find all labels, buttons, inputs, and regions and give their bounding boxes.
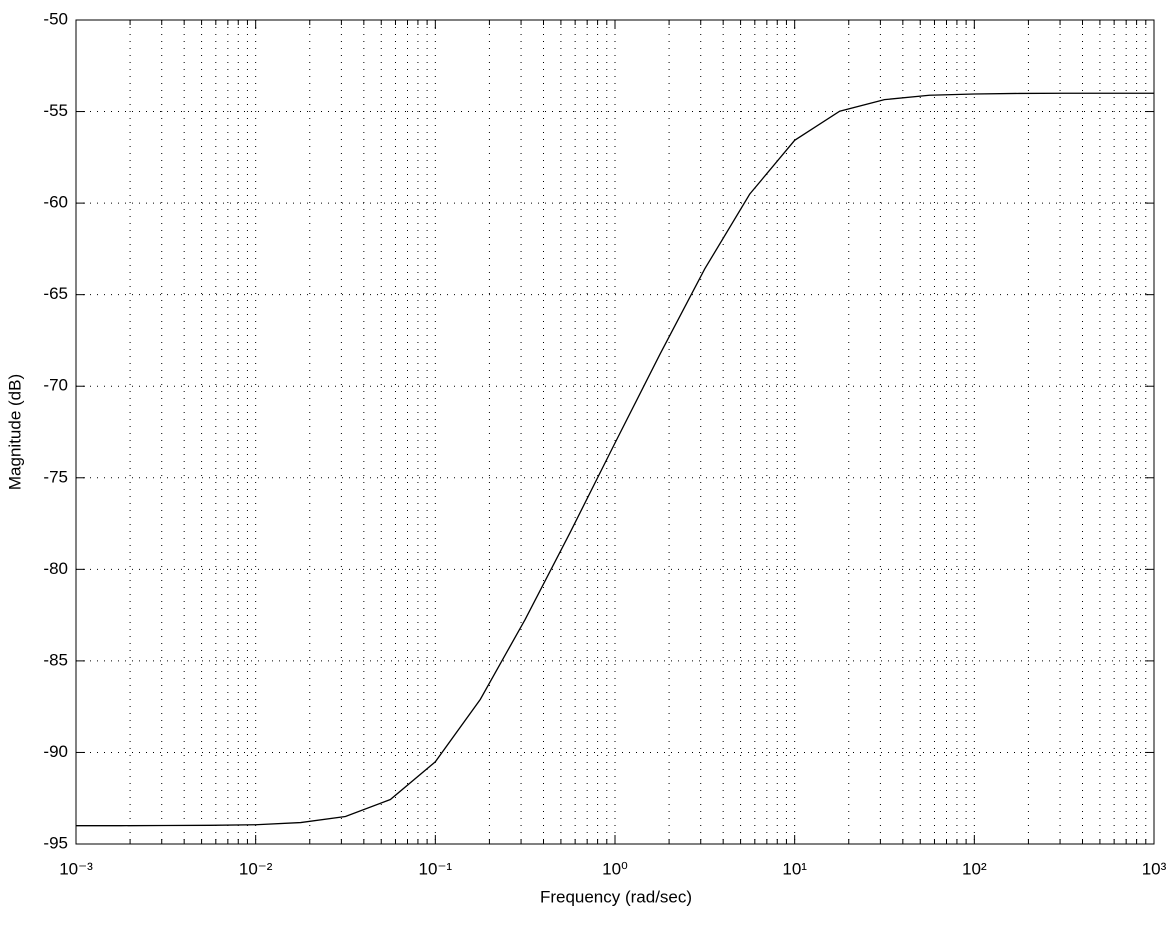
y-tick-label: -95 [43, 833, 68, 852]
x-tick-label: 10¹ [782, 859, 807, 878]
y-tick-label: -80 [43, 559, 68, 578]
x-tick-label: 10⁻³ [59, 859, 93, 878]
x-axis-title: Frequency (rad/sec) [540, 887, 692, 906]
x-tick-label: 10⁻² [239, 859, 273, 878]
y-tick-label: -50 [43, 9, 68, 28]
magnitude-line [76, 92, 1154, 827]
y-tick-label: -70 [43, 376, 68, 395]
y-axis-title: Magnitude (dB) [5, 374, 24, 490]
x-tick-label: 10⁻¹ [419, 859, 453, 878]
y-tick-label: -85 [43, 650, 68, 669]
x-tick-label: 10⁰ [602, 859, 628, 878]
y-tick-label: -55 [43, 101, 68, 120]
x-tick-label: 10³ [1142, 859, 1167, 878]
x-tick-label: 10² [962, 859, 987, 878]
y-tick-label: -90 [43, 742, 68, 761]
y-tick-label: -75 [43, 467, 68, 486]
y-tick-label: -65 [43, 284, 68, 303]
y-tick-label: -60 [43, 193, 68, 212]
plot-frame [75, 19, 1155, 845]
